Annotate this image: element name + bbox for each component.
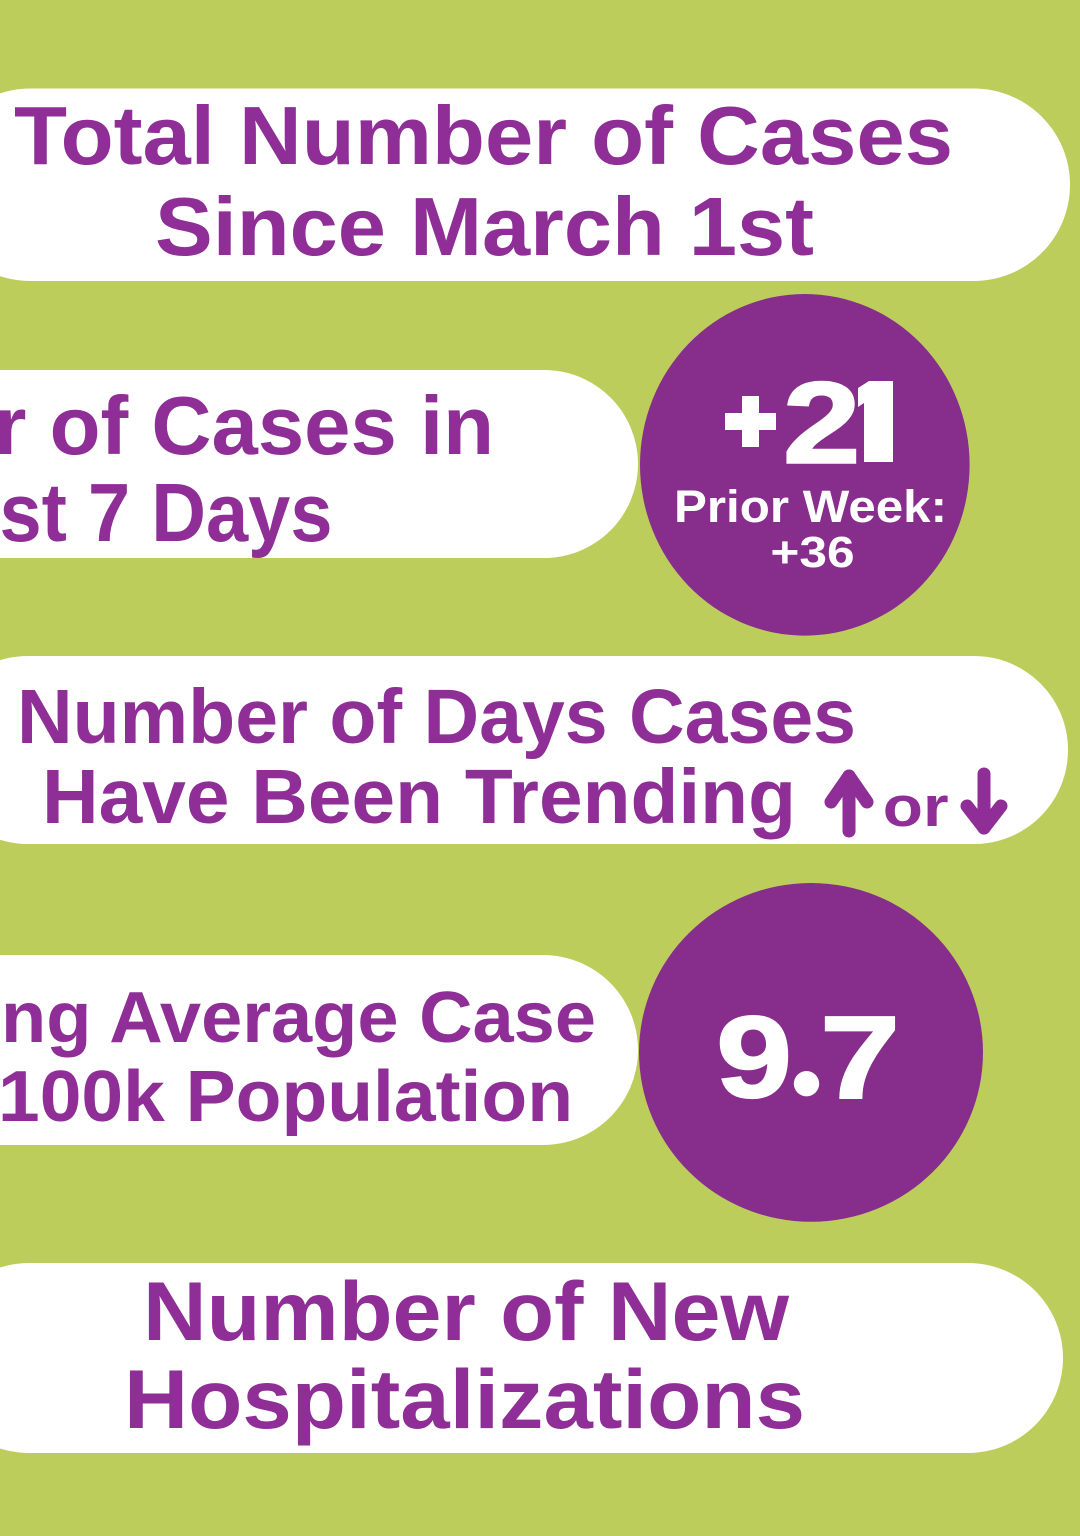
svg-text:2: 2 [783, 358, 861, 488]
svg-text:Hospitalizations: Hospitalizations [124, 1352, 805, 1446]
svg-text:7: 7 [820, 992, 900, 1123]
svg-text:Have Been Trending: Have Been Trending [42, 754, 796, 840]
svg-text:st 7 Days: st 7 Days [0, 466, 333, 559]
svg-text:+36: +36 [770, 529, 854, 577]
svg-text:9: 9 [716, 992, 792, 1122]
svg-text:Number of Days Cases: Number of Days Cases [17, 674, 856, 760]
svg-text:Number of New: Number of New [143, 1264, 790, 1358]
svg-text:Total Number of Cases: Total Number of Cases [14, 89, 953, 182]
svg-text:or: or [883, 775, 949, 839]
svg-text:Since March 1st: Since March 1st [155, 180, 814, 273]
svg-text:Prior Week:: Prior Week: [674, 481, 947, 532]
svg-text:r of Cases in: r of Cases in [0, 379, 494, 472]
svg-text:100k Population: 100k Population [0, 1056, 573, 1137]
svg-text:ng Average Case: ng Average Case [1, 977, 596, 1058]
